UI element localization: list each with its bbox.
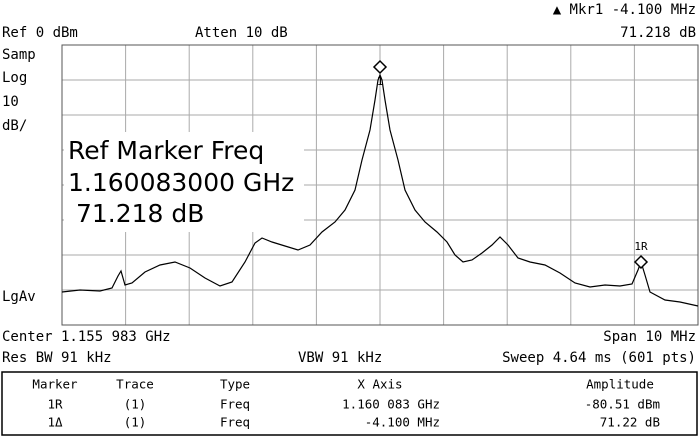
marker-table-content: Marker Trace Type X Axis Amplitude 1R (1) Freq 1… [32,377,660,430]
marker-amplitude: 71.218 dB [620,25,696,41]
table-cell: 1.160 083 GHz [342,397,440,412]
trace [61,73,699,307]
vbw: VBW 91 kHz [298,350,382,366]
table-header: X Axis [357,377,402,392]
side-label: Samp [2,47,36,63]
rbw: Res BW 91 kHz [2,350,112,366]
side-label: LgAv [2,289,36,305]
table-cell: 1Δ [47,415,63,430]
marker-diamond [372,59,388,75]
table-cell: (1) [124,415,147,430]
overlay-text: Ref Marker Freq [68,136,264,165]
side-label: Log [2,70,27,86]
span: Span 10 MHz [603,329,696,345]
table-cell: -4.100 MHz [365,415,440,430]
ref-level: Ref 0 dBm [2,25,78,41]
graticule-border [61,44,699,326]
attenuation: Atten 10 dB [195,25,288,41]
table-cell: 1R [47,397,63,412]
marker-label: 1 [377,75,384,88]
table-cell: (1) [124,397,147,412]
marker-readout: ▲ Mkr1 -4.100 MHz [553,2,696,18]
marker-table [1,371,698,436]
table-cell: Freq [220,397,250,412]
center-freq: Center 1.155 983 GHz [2,329,171,345]
marker-label: 1R [634,240,648,253]
table-header: Type [220,377,250,392]
sweep: Sweep 4.64 ms (601 pts) [502,350,696,366]
table-cell: Freq [220,415,250,430]
overlay-text: 1.160083000 GHz [68,168,294,197]
side-label: dB/ [2,118,27,134]
side-label: 10 [2,94,19,110]
overlay-bg [64,132,304,232]
table-cell: -80.51 dBm [585,397,660,412]
table-header: Trace [116,377,154,392]
marker-diamond [633,254,649,270]
overlay-text: 71.218 dB [68,199,204,228]
table-header: Amplitude [586,377,654,392]
table-header: Marker [32,377,78,392]
table-cell: 71.22 dB [600,415,660,430]
